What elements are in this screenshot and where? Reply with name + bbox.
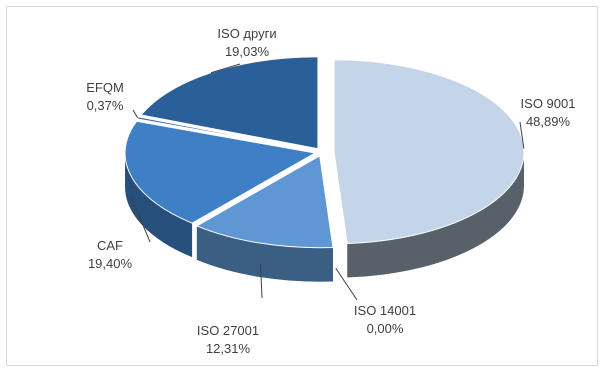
label-iso-14001-name: ISO 14001 xyxy=(354,303,416,318)
slice-labels: ISO 9001 48,89% ISO 14001 0,00% ISO 2700… xyxy=(86,26,575,356)
leader-lines xyxy=(130,63,525,301)
label-efqm-name: EFQM xyxy=(86,80,124,95)
label-efqm-value: 0,37% xyxy=(87,98,124,113)
label-iso-27001-name: ISO 27001 xyxy=(197,323,259,338)
label-iso-other-value: 19,03% xyxy=(225,44,270,59)
pie-slice-caf xyxy=(124,120,317,224)
label-iso-9001-name: ISO 9001 xyxy=(521,96,576,111)
pie-slices xyxy=(124,56,525,249)
leader-line-caf xyxy=(130,196,151,243)
pie-side-iso-9001 xyxy=(347,151,524,278)
chart-frame xyxy=(6,6,598,366)
pie-side-caf xyxy=(125,153,193,258)
pie-side-iso-27001 xyxy=(196,225,333,282)
leader-line-efqm xyxy=(132,109,139,119)
leader-line-iso-други xyxy=(210,63,241,74)
pie-depth xyxy=(125,151,524,282)
leader-line-iso-14001 xyxy=(335,267,358,301)
label-caf-value: 19,40% xyxy=(88,256,133,271)
label-iso-9001-value: 48,89% xyxy=(526,114,571,129)
label-iso-27001-value: 12,31% xyxy=(206,341,251,356)
label-caf-name: CAF xyxy=(97,238,123,253)
leader-line-iso-27001 xyxy=(260,263,263,299)
leader-line-iso-9001 xyxy=(519,121,525,149)
label-iso-other-name: ISO други xyxy=(217,26,276,41)
pie-slice-iso-други xyxy=(140,56,319,150)
label-iso-14001-value: 0,00% xyxy=(367,321,404,336)
pie-slice-iso-27001 xyxy=(195,154,334,249)
